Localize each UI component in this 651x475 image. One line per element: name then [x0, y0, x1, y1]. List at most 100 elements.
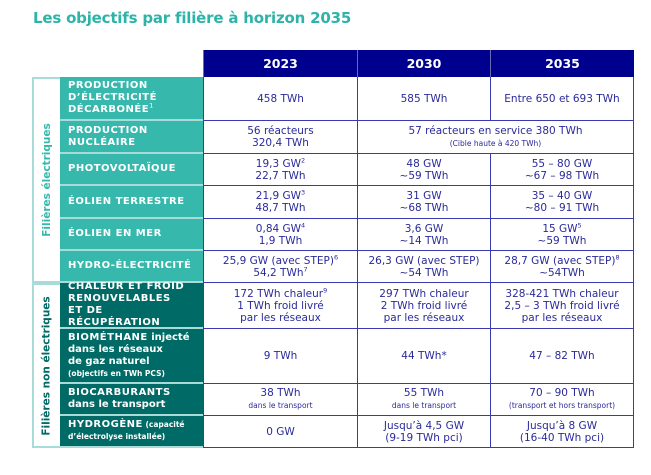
footnote-ref: 2	[301, 156, 306, 164]
cell-line: ~54TWh	[539, 267, 585, 279]
text-segment: injecté	[147, 331, 190, 343]
footnote-ref: 9	[323, 286, 328, 294]
label-line: PRODUCTION	[68, 80, 195, 92]
text-segment: HYDROGÈNE	[68, 419, 143, 430]
table-cell: 0,84 GW4 1,9 TWh	[203, 219, 357, 251]
cell-line: ~59 TWh	[538, 235, 587, 247]
cell-line: 320,4 TWh	[252, 137, 309, 149]
cell-line: 328-421 TWh chaleur	[505, 288, 618, 300]
text-segment: PRODUCTION	[68, 124, 148, 136]
cell-line: 9 TWh	[264, 350, 297, 362]
label-line: (objectifs en TWh PCS)	[68, 368, 195, 380]
text-segment: RENOUVELABLES	[68, 293, 171, 304]
table-cell: Jusqu’à 4,5 GW (9-19 TWh pci)	[357, 416, 490, 448]
table-row: ÉOLIEN TERRESTRE 21,9 GW3 48,7 TWh 31 GW ~68…	[60, 186, 634, 219]
table-cell: 26,3 GW (avec STEP) ~54 TWh	[357, 251, 490, 283]
cell-line: 25,9 GW (avec STEP)6	[223, 254, 338, 267]
table-row: PHOTOVOLTAÏQUE 19,3 GW2 22,7 TWh 48 GW ~59 T…	[60, 154, 634, 186]
text-segment: BIOMÉTHANE	[68, 331, 148, 343]
cell-line: ~54 TWh	[400, 267, 449, 279]
table-cell: 55 TWh dans le transport	[357, 384, 490, 416]
cell-line: (16-40 TWh pci)	[520, 432, 604, 444]
label-line: d’électrolyse installée)	[68, 431, 195, 443]
text-segment: 1,9 TWh	[258, 234, 303, 247]
label-line: dans le transport	[68, 399, 195, 411]
cell-line: 0,84 GW4	[255, 221, 306, 235]
label-line: BIOMÉTHANE injecté	[68, 332, 195, 344]
text-segment: dans le transport	[248, 401, 313, 410]
cell-line: 172 TWh chaleur9	[233, 286, 328, 300]
text-segment: de gaz naturel	[68, 355, 150, 367]
cell-line: Jusqu’à 8 GW	[527, 420, 597, 432]
row-label: ÉOLIEN EN MER	[60, 219, 203, 251]
footnote-ref: 8	[615, 253, 620, 261]
cell-line: ~68 TWh	[400, 202, 449, 214]
page-title: Les objectifs par filière à horizon 2035	[33, 9, 352, 27]
text-segment: ~59 TWh	[399, 169, 449, 182]
table-cell: 38 TWh dans le transport	[203, 384, 357, 416]
label-line: ÉOLIEN EN MER	[68, 228, 195, 240]
label-line: ET DE RÉCUPÉRATION	[68, 305, 195, 329]
row-label: HYDRO-ÉLECTRICITÉ	[60, 251, 203, 283]
cell-line: Entre 650 et 693 TWh	[504, 93, 619, 105]
cell-line: 35 – 40 GW	[532, 190, 593, 202]
table-cell: 35 – 40 GW ~80 – 91 TWh	[490, 186, 634, 219]
text-segment: 19,3 GW	[255, 157, 302, 170]
text-segment: ~54TWh	[539, 266, 585, 279]
text-segment: 328-421 TWh chaleur	[505, 287, 619, 300]
text-segment: 55 TWh	[403, 387, 445, 399]
label-line: BIOCARBURANTS	[68, 387, 195, 399]
cell-line: ~59 TWh	[400, 170, 449, 182]
text-segment: 57 réacteurs en service 380 TWh	[408, 124, 583, 137]
text-segment: Jusqu’à 4,5 GW	[383, 419, 465, 432]
cell-line: 55 – 80 GW	[532, 158, 593, 170]
table-cell: 56 réacteurs 320,4 TWh	[203, 121, 357, 154]
text-segment: ~67 – 98 TWh	[524, 169, 600, 182]
cell-line: 458 TWh	[257, 93, 304, 105]
text-segment: 22,7 TWh	[255, 169, 306, 182]
cell-line: par les réseaux	[384, 312, 465, 324]
table-cell: 70 – 90 TWh (transport et hors transport)	[490, 384, 634, 416]
table-cell: 47 – 82 TWh	[490, 329, 634, 384]
text-segment: ~68 TWh	[399, 202, 449, 214]
text-segment: 172 TWh chaleur	[233, 287, 324, 300]
header-2023: 2023	[203, 50, 357, 77]
cell-line: ~67 – 98 TWh	[525, 170, 599, 182]
table-cell: 57 réacteurs en service 380 TWh (Cible ha…	[357, 121, 634, 154]
label-line: RENOUVELABLES	[68, 293, 195, 305]
cell-line: (transport et hors transport)	[509, 399, 615, 412]
cell-line: 70 – 90 TWh	[529, 387, 594, 399]
table-row: PRODUCTION D’ÉLECTRICITÉ DÉCARBONÉE1 458 TW…	[60, 77, 634, 121]
text-segment: 26,3 GW (avec STEP)	[368, 254, 480, 267]
text-segment: ~14 TWh	[399, 234, 449, 247]
cell-line: 26,3 GW (avec STEP)	[368, 255, 479, 267]
footnote-ref: 5	[577, 221, 582, 229]
table-row: CHALEUR ET FROID RENOUVELABLES ET DE RÉCUP…	[60, 281, 634, 329]
text-segment: 56 réacteurs	[247, 125, 314, 137]
text-segment: ~54 TWh	[399, 266, 449, 279]
label-line: de gaz naturel	[68, 356, 195, 368]
text-segment: 47 – 82 TWh	[529, 350, 595, 362]
cell-line: ~14 TWh	[400, 235, 449, 247]
footnote-ref: 4	[301, 221, 306, 229]
table-cell: 55 – 80 GW ~67 – 98 TWh	[490, 154, 634, 186]
table-row: ÉOLIEN EN MER 0,84 GW4 1,9 TWh 3,6 GW ~14 TW…	[60, 219, 634, 251]
cell-line: 585 TWh	[401, 93, 448, 105]
cell-line: 54,2 TWh7	[253, 266, 307, 279]
text-segment: 297 TWh chaleur	[379, 287, 469, 300]
table-cell: 48 GW ~59 TWh	[357, 154, 490, 186]
text-segment: 0,84 GW	[255, 222, 302, 235]
text-segment: DÉCARBONÉE	[68, 104, 150, 115]
row-label: BIOMÉTHANE injecté dans les réseaux de gaz…	[60, 329, 203, 384]
cell-line: 1 TWh froid livré	[237, 300, 324, 312]
table-row: BIOMÉTHANE injecté dans les réseaux de gaz…	[60, 329, 634, 384]
cell-line: par les réseaux	[240, 312, 321, 324]
table-cell: 19,3 GW2 22,7 TWh	[203, 154, 357, 186]
text-segment: par les réseaux	[240, 311, 321, 324]
text-segment: (9-19 TWh pci)	[385, 431, 463, 444]
text-segment: 0 GW	[266, 425, 295, 438]
text-segment: 38 TWh	[260, 387, 301, 399]
label-line: ÉOLIEN TERRESTRE	[68, 196, 195, 208]
footnote-ref: 1	[149, 101, 154, 110]
text-segment: Jusqu’à 8 GW	[526, 419, 598, 432]
